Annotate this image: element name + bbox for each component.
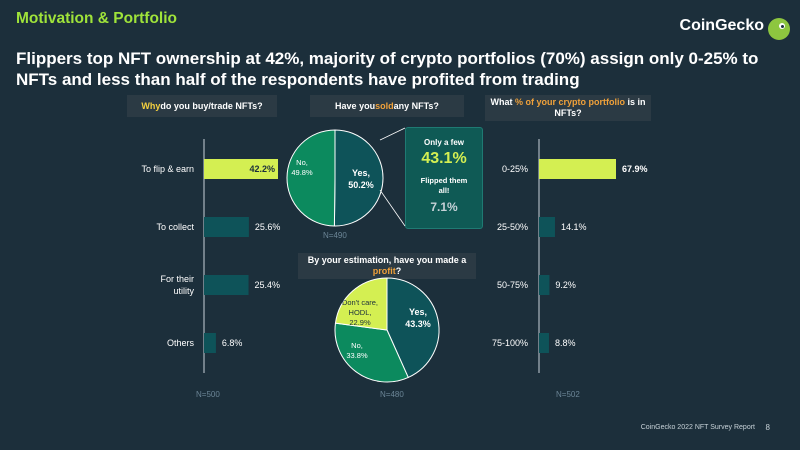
coingecko-logo-icon xyxy=(768,18,790,40)
pie-slice-0 xyxy=(386,277,440,379)
question-profit-prefix: By your estimation, have you made a xyxy=(307,255,467,265)
value-label-1: 14.1% xyxy=(561,222,587,232)
footer-source: CoinGecko 2022 NFT Survey Report xyxy=(640,424,755,431)
headline: Flippers top NFT ownership at 42%, major… xyxy=(16,49,759,89)
callout-bottom-label: Flipped them all! xyxy=(420,176,468,195)
callout-connector-top xyxy=(379,127,406,141)
value-label-3: 8.8% xyxy=(555,338,576,348)
question-portfolio-highlight: % of your crypto portfolio xyxy=(514,97,625,107)
category-label-1: 25-50% xyxy=(497,222,528,232)
category-label-3: 75-100% xyxy=(492,338,528,348)
bar-3 xyxy=(204,333,216,353)
bar-0 xyxy=(539,159,616,179)
pie-label-2: HODL, xyxy=(349,308,372,317)
pie-slice-0 xyxy=(333,129,384,227)
bar-2 xyxy=(204,275,249,295)
question-why-highlight: Why xyxy=(141,100,161,111)
question-portfolio-prefix: What xyxy=(490,97,515,107)
bar-1 xyxy=(539,217,555,237)
pie-slice-1 xyxy=(286,129,336,227)
category-label-1: To collect xyxy=(156,222,194,232)
category-label-2: utility xyxy=(173,286,194,296)
brand-name: CoinGecko xyxy=(679,17,764,34)
pie-label-0: Yes, xyxy=(409,307,427,317)
value-label-0: 42.2% xyxy=(249,164,275,174)
note-sold: N=490 xyxy=(323,231,347,240)
pie-label-1: No, xyxy=(296,158,308,167)
sold-callout: Only a few 43.1% Flipped them all! 7.1% xyxy=(405,127,483,229)
callout-top-value: 43.1% xyxy=(421,150,467,167)
sold-pie-chart: Yes, 50.2% No,49.8% xyxy=(286,129,384,227)
section-title: Motivation & Portfolio xyxy=(16,10,178,27)
note-why: N=500 xyxy=(196,390,220,399)
bar-0 xyxy=(204,159,278,179)
bar-2 xyxy=(539,275,550,295)
pie-label-1: 33.8% xyxy=(346,351,368,360)
question-sold-suffix: any NFTs? xyxy=(393,100,439,111)
category-label-0: 0-25% xyxy=(502,164,528,174)
question-profit-highlight: profit xyxy=(372,266,396,276)
callout-connector-bottom xyxy=(379,189,406,227)
pie-label-2: Don't care, xyxy=(342,298,378,307)
pie-label-0: 50.2% xyxy=(348,180,374,190)
question-sold-highlight: sold xyxy=(375,100,394,111)
value-label-0: 67.9% xyxy=(622,164,648,174)
question-portfolio-suffix: is in NFTs? xyxy=(554,97,646,118)
question-sold-prefix: Have you xyxy=(335,100,376,111)
question-profit: By your estimation, have you made a prof… xyxy=(298,253,476,279)
question-sold: Have you sold any NFTs? xyxy=(310,95,464,117)
bar-3 xyxy=(539,333,549,353)
category-label-3: Others xyxy=(167,338,195,348)
question-profit-suffix: ? xyxy=(395,266,402,276)
portfolio-bar-chart: 0-25% 67.9% 25-50% 14.1% 50-75% 9.2% 75-100% 8.… xyxy=(492,139,648,373)
pie-slice-2 xyxy=(334,277,388,331)
note-portfolio: N=502 xyxy=(556,390,580,399)
category-label-2: For their xyxy=(160,274,194,284)
category-label-0: To flip & earn xyxy=(141,164,194,174)
value-label-3: 6.8% xyxy=(222,338,243,348)
question-portfolio: What % of your crypto portfolio is in NF… xyxy=(485,95,651,121)
page-number: 8 xyxy=(765,423,770,432)
question-why: Why do you buy/trade NFTs? xyxy=(127,95,277,117)
note-profit: N=480 xyxy=(380,390,404,399)
callout-bottom-value: 7.1% xyxy=(430,200,458,214)
value-label-2: 9.2% xyxy=(555,280,576,290)
value-label-2: 25.4% xyxy=(255,280,281,290)
value-label-1: 25.6% xyxy=(255,222,281,232)
profit-pie-chart: Yes, 43.3% No,33.8% Don't care,HODL,22.9% xyxy=(334,277,440,383)
why-bar-chart: To flip & earn 42.2% To collect 25.6% For th… xyxy=(141,139,280,373)
category-label-2: 50-75% xyxy=(497,280,528,290)
pie-slice-1 xyxy=(334,322,409,383)
pie-label-1: No, xyxy=(351,341,363,350)
question-why-text: do you buy/trade NFTs? xyxy=(160,100,263,111)
pie-label-0: Yes, xyxy=(352,168,370,178)
callout-top-label: Only a few xyxy=(423,138,464,147)
pie-label-0: 43.3% xyxy=(405,319,431,329)
bar-1 xyxy=(204,217,249,237)
pie-label-2: 22.9% xyxy=(349,318,371,327)
pie-label-1: 49.8% xyxy=(291,168,313,177)
